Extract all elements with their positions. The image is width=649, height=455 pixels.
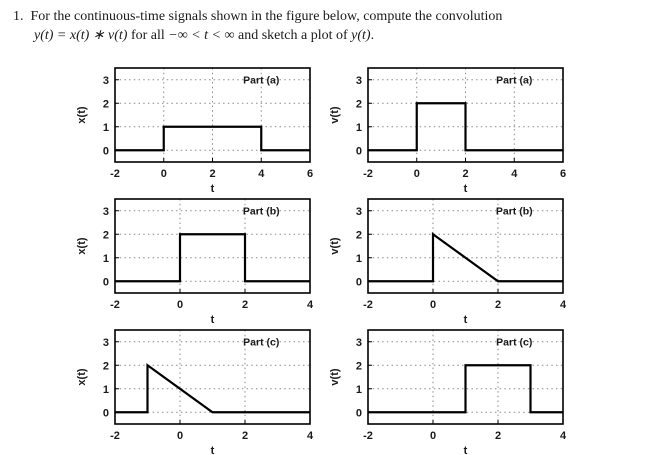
x-tick-label: 0	[161, 168, 167, 180]
x-tick-label: 2	[462, 168, 468, 180]
x-tick-label: 2	[242, 299, 248, 311]
y-tick-label: 0	[103, 407, 109, 419]
x-tick-label: 2	[495, 299, 501, 311]
y-tick-label: 2	[103, 229, 109, 241]
part-label: Part (c)	[496, 336, 532, 348]
signal-line	[115, 233, 310, 283]
x-tick-label: 4	[307, 430, 314, 442]
y-tick-label: 1	[103, 122, 109, 134]
y-tick-label: 2	[356, 229, 362, 241]
problem-number: 1.	[13, 9, 24, 24]
x-axis-label: t	[464, 183, 468, 194]
x-tick-label: -2	[110, 168, 120, 180]
signal-line	[115, 125, 310, 152]
y-tick-label: 3	[103, 337, 109, 349]
x-tick-label: 0	[430, 430, 436, 442]
math-expression: y(t) = x(t) ∗ v(t)	[34, 28, 128, 43]
y-tick-label: 1	[356, 253, 362, 265]
part-label: Part (a)	[496, 74, 532, 86]
x-tick-label: 2	[209, 168, 215, 180]
y-axis-label: v(t)	[329, 368, 341, 385]
x-tick-label: 4	[560, 299, 567, 311]
x-axis-label: t	[211, 183, 215, 194]
plain-text: .	[370, 28, 375, 43]
y-tick-label: 3	[103, 206, 109, 218]
plot-box	[367, 329, 564, 425]
plot-box	[114, 329, 311, 425]
signal-line	[368, 364, 563, 414]
y-tick-label: 1	[356, 384, 362, 396]
x-axis-label: t	[211, 314, 215, 325]
y-tick-label: 2	[356, 360, 362, 372]
plot-box	[367, 198, 564, 294]
y-tick-label: 2	[103, 360, 109, 372]
y-tick-label: 1	[103, 384, 109, 396]
y-tick-label: 3	[356, 337, 362, 349]
y-tick-label: 0	[103, 276, 109, 288]
x-tick-label: -2	[110, 430, 120, 442]
x-tick-label: 0	[430, 299, 436, 311]
y-tick-label: 0	[356, 276, 362, 288]
signal-line	[368, 102, 563, 152]
y-tick-label: 0	[103, 145, 109, 157]
y-axis-label: v(t)	[329, 106, 341, 123]
x-axis-label: t	[211, 445, 215, 455]
x-tick-label: 4	[307, 299, 314, 311]
x-tick-label: 4	[511, 168, 518, 180]
y-tick-label: 1	[103, 253, 109, 265]
problem-text: For the continuous-time signals shown in…	[30, 9, 503, 24]
x-tick-label: 0	[414, 168, 420, 180]
x-tick-label: 2	[495, 430, 501, 442]
y-tick-label: 3	[103, 75, 109, 87]
part-label: Part (c)	[243, 336, 279, 348]
x-tick-label: 6	[307, 168, 313, 180]
math-expression: y(t)	[351, 28, 371, 43]
x-tick-label: 4	[258, 168, 265, 180]
problem-line-1: 1. For the continuous-time signals shown …	[13, 7, 502, 26]
y-tick-label: 2	[103, 98, 109, 110]
x-tick-label: 6	[560, 168, 566, 180]
y-axis-label: x(t)	[76, 106, 88, 123]
y-axis-label: x(t)	[76, 368, 88, 385]
x-tick-label: 2	[242, 430, 248, 442]
x-tick-label: 0	[177, 430, 183, 442]
signal-line	[115, 363, 310, 414]
plain-text: for all	[127, 28, 169, 43]
part-label: Part (b)	[243, 205, 280, 217]
x-tick-label: -2	[363, 168, 373, 180]
y-tick-label: 0	[356, 145, 362, 157]
y-tick-label: 1	[356, 122, 362, 134]
x-tick-label: -2	[363, 299, 373, 311]
y-axis-label: v(t)	[329, 237, 341, 254]
x-axis-label: t	[464, 314, 468, 325]
y-tick-label: 3	[356, 75, 362, 87]
y-axis-label: x(t)	[76, 237, 88, 254]
y-tick-label: 2	[356, 98, 362, 110]
x-tick-label: 0	[177, 299, 183, 311]
x-tick-label: -2	[110, 299, 120, 311]
plot-box	[114, 198, 311, 294]
x-axis-label: t	[464, 445, 468, 455]
x-tick-label: 4	[560, 430, 567, 442]
signal-line	[368, 232, 563, 283]
plain-text: and sketch a plot of	[234, 28, 352, 43]
problem-line-2: y(t) = x(t) ∗ v(t) for all −∞ < t < ∞ an…	[34, 26, 502, 45]
y-tick-label: 3	[356, 206, 362, 218]
part-label: Part (b)	[496, 205, 533, 217]
x-tick-label: -2	[363, 430, 373, 442]
math-expression: −∞ < t < ∞	[168, 28, 235, 43]
problem-statement: 1. For the continuous-time signals shown …	[13, 7, 502, 45]
part-label: Part (a)	[243, 74, 279, 86]
y-tick-label: 0	[356, 407, 362, 419]
